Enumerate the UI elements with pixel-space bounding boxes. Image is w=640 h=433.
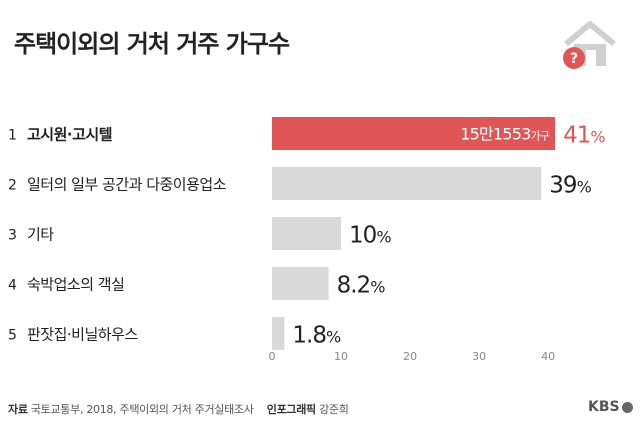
bar — [272, 267, 329, 300]
category-label: 기타 — [27, 226, 54, 244]
rank-label: 1 — [8, 128, 17, 144]
credit-label: 인포그래픽 — [266, 403, 316, 416]
category-label: 일터의 일부 공간과 다중이용업소 — [27, 176, 227, 194]
category-label: 판잣집·비닐하우스 — [27, 326, 138, 344]
rank-label: 4 — [8, 278, 17, 294]
chart-title: 주택이외의 거처 거주 가구수 — [14, 30, 290, 58]
x-tick-label: 0 — [269, 350, 276, 363]
source-label: 자료 — [8, 403, 28, 416]
rank-label: 2 — [8, 178, 17, 194]
value-label: 10% — [349, 223, 391, 249]
value-label: 8.2% — [337, 273, 386, 299]
footer: 자료 국토교통부, 2018, 주택이외의 거처 주거실태조사 인포그래픽 강준… — [8, 401, 349, 417]
logo-text: KBS — [588, 399, 620, 415]
bar-annotation: 15만1553가구 — [460, 125, 550, 144]
bar-chart: 1 고시원·고시텔 41% 2 일터의 일부 공간과 다중이용업소 39% 3 기타 10% 4 숙… — [8, 117, 606, 363]
value-label: 41% — [563, 123, 605, 149]
rank-label: 5 — [8, 328, 17, 344]
x-tick-label: 30 — [472, 350, 486, 363]
logo-dot — [621, 401, 633, 413]
value-label: 1.8% — [292, 323, 341, 349]
source-text: 국토교통부, 2018, 주택이외의 거처 주거실태조사 — [30, 403, 254, 416]
category-label: 숙박업소의 객실 — [27, 276, 124, 294]
house-question-icon: ? — [563, 21, 616, 69]
kbs-logo-icon: KBS — [588, 399, 633, 415]
x-tick-label: 40 — [541, 350, 555, 363]
credit-name: 강준희 — [319, 403, 349, 416]
bar — [272, 117, 556, 150]
bar — [272, 317, 285, 350]
x-tick-label: 20 — [403, 350, 417, 363]
x-tick-label: 10 — [334, 350, 348, 363]
rank-label: 3 — [8, 228, 17, 244]
bar — [272, 217, 342, 250]
svg-text:?: ? — [570, 51, 578, 67]
category-label: 고시원·고시텔 — [27, 126, 112, 144]
bar — [272, 167, 542, 200]
value-label: 39% — [549, 173, 591, 199]
